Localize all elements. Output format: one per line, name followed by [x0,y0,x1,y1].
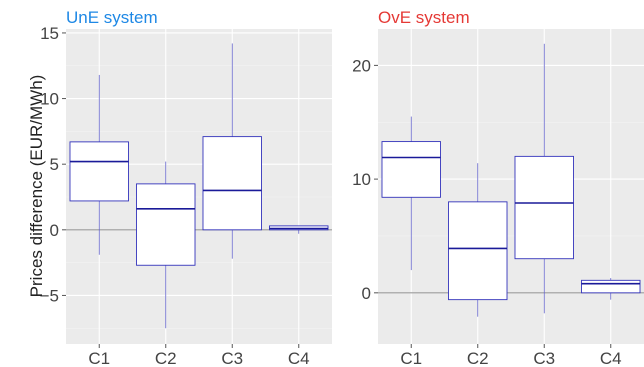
interquartile-box [69,141,129,202]
panel-une-y-ticks: −5 0 5 10 15 [40,24,66,305]
panel-ove-boxes [381,43,641,317]
y-axis-label: Prices difference (EUR/MWh) [27,75,46,298]
interquartile-box [202,136,262,231]
panel-ove-y-ticks: 0 10 20 [352,56,378,303]
y-tick-label: 10 [352,170,371,189]
panel-une-title: UnE system [66,8,158,27]
y-tick-label: 0 [50,221,59,240]
box-c3 [202,43,262,259]
x-tick-label-c1: C1 [88,349,110,367]
panel-une-x-ticks: C1 C2 C3 C4 [88,344,310,367]
interquartile-box [136,183,196,266]
y-tick-label: 20 [352,56,371,75]
interquartile-box [514,155,574,260]
box-c4 [269,225,329,234]
y-tick-label: 5 [50,155,59,174]
box-c4 [581,278,641,300]
x-tick-label-c3: C3 [221,349,243,367]
interquartile-box [381,141,441,198]
interquartile-box [448,201,508,301]
box-c3 [514,43,574,314]
box-c1 [69,74,129,255]
y-tick-label: −5 [40,286,59,305]
y-tick-label: 10 [40,90,59,109]
x-tick-label-c2: C2 [155,349,177,367]
box-c1 [381,116,441,271]
x-tick-label-c1: C1 [400,349,422,367]
x-tick-label-c3: C3 [533,349,555,367]
x-tick-label-c2: C2 [467,349,489,367]
box-c2 [136,161,196,329]
panel-ove-x-ticks: C1 C2 C3 C4 [400,344,622,367]
x-tick-label-c4: C4 [288,349,310,367]
y-tick-label: 0 [362,284,371,303]
y-tick-label: 15 [40,24,59,43]
x-tick-label-c4: C4 [600,349,622,367]
panel-ove-title: OvE system [378,8,470,27]
interquartile-box [581,279,641,294]
panel-ove: 0 10 20 C1 C2 C3 C4 OvE system [352,8,644,367]
panel-une: −5 0 5 10 15 C1 C2 C3 C4 UnE system Prices diff… [27,8,332,367]
panel-une-boxes [69,43,329,329]
box-c2 [448,163,508,317]
